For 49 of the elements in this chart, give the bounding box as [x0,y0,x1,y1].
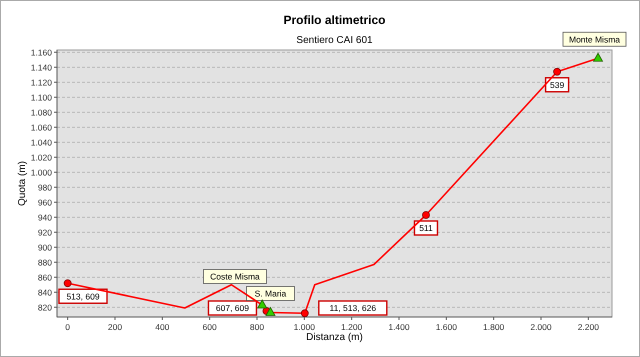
y-tick-label: 940 [38,212,52,222]
x-tick-label: 0 [65,322,70,332]
y-tick-label: 860 [38,272,52,282]
x-tick-label: 200 [108,322,122,332]
y-tick-label: 1.100 [30,92,52,102]
x-tick-label: 2.000 [530,322,552,332]
x-tick-label: 400 [155,322,170,332]
point [593,52,603,62]
annotation: S. Maria [254,288,287,298]
y-tick-label: 880 [38,257,52,268]
y-tick-label: 920 [38,227,52,238]
x-tick-label: 2.200 [578,322,600,332]
annotation: 539 [550,80,564,90]
y-tick-label: 1.020 [30,152,52,162]
x-axis-title: Distanza (m) [306,332,363,343]
point [300,309,309,318]
y-tick-label: 1.140 [30,62,52,72]
annotation: 513, 609 [66,291,100,302]
chart-title: Profilo altimetrico [283,13,386,27]
point [266,307,276,316]
point [257,300,268,308]
point [422,211,430,219]
y-axis-title: Quota (m) [17,160,28,206]
y-tick-label: 1.000 [30,167,52,178]
x-tick-label: 800 [250,322,264,332]
y-tick-label: 1.060 [30,122,52,132]
y-tick-label: 1.160 [30,47,52,58]
annotation: Coste Misma [210,272,260,282]
y-tick-label: 1.120 [30,77,52,88]
annotation: 511 [419,223,434,233]
y-tick-label: 820 [38,302,52,312]
x-tick-label: 1.600 [436,322,458,332]
annotation: 607, 609 [216,303,250,313]
x-tick-label: 1.200 [341,322,363,332]
x-tick-label: 1.800 [483,322,505,332]
y-tick-label: 840 [38,287,52,298]
x-tick-label: 1.400 [388,322,410,332]
point [553,68,561,76]
y-tick-label: 900 [38,242,52,252]
y-tick-label: 960 [38,197,52,208]
y-tick-label: 1.080 [30,107,52,118]
chart-subtitle: Sentiero CAI 601 [296,35,374,46]
annotation: Monte Misma [568,34,620,44]
x-tick-label: 600 [202,322,218,332]
y-tick-label: 980 [38,182,52,192]
y-tick-label: 1.040 [30,137,52,148]
annotation: 11, 513, 626 [329,303,376,313]
x-tick-label: 1.000 [294,322,316,332]
point [64,279,72,288]
